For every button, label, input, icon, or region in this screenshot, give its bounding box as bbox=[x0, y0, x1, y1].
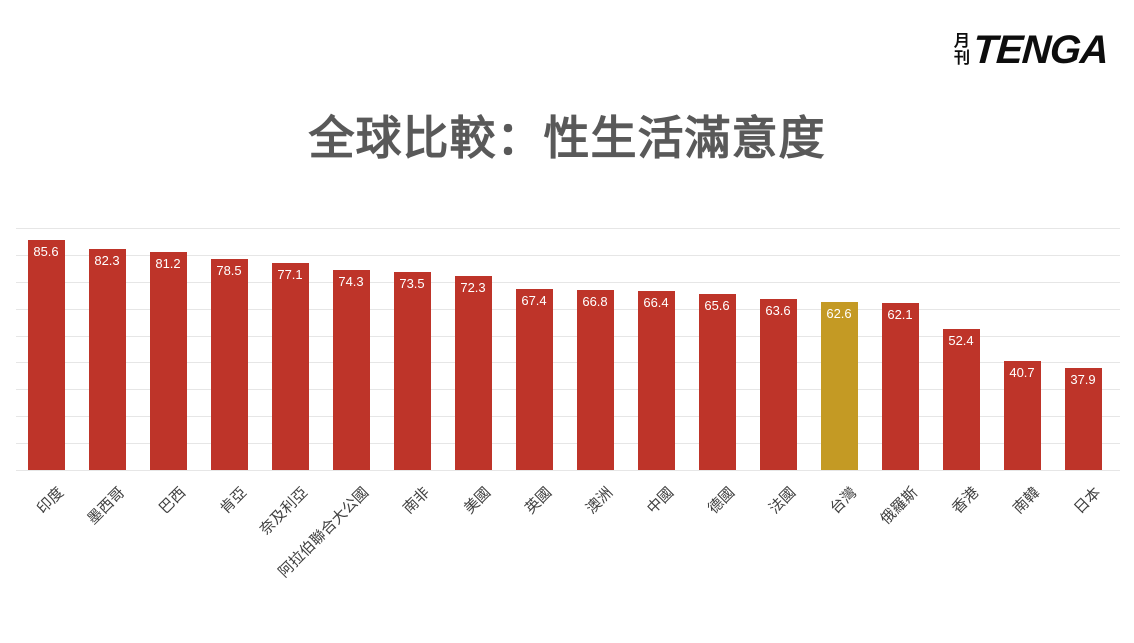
bar bbox=[515, 289, 553, 470]
gridline bbox=[16, 254, 1120, 256]
logo-prefix-top: 月 bbox=[953, 32, 970, 50]
category-label: 印度 bbox=[33, 484, 68, 518]
gridline bbox=[16, 416, 1120, 418]
category-label: 墨西哥 bbox=[84, 484, 129, 528]
category-label: 南韓 bbox=[1009, 484, 1044, 518]
bar bbox=[1003, 361, 1041, 470]
bar bbox=[576, 290, 614, 470]
gridline bbox=[16, 281, 1120, 283]
bar bbox=[454, 276, 492, 470]
bar-value-label: 52.4 bbox=[948, 333, 974, 348]
category-label: 美國 bbox=[460, 484, 495, 518]
bar-value-label: 62.6 bbox=[826, 306, 852, 321]
chart-title: 全球比較：性生活滿意度 bbox=[308, 112, 826, 164]
bar bbox=[271, 263, 309, 470]
gridline bbox=[16, 308, 1120, 310]
logo-prefix-bottom: 刊 bbox=[953, 49, 970, 67]
logo-brand-text: TENGA bbox=[971, 28, 1110, 72]
bar bbox=[881, 303, 919, 470]
category-label: 日本 bbox=[1070, 484, 1105, 518]
category-label: 中國 bbox=[643, 484, 678, 518]
category-label: 奈及利亞 bbox=[256, 484, 312, 539]
gridline bbox=[16, 443, 1120, 445]
bar-chart: 85.6 印度 82.3 墨西哥 81.2 巴西 78.5 肯亞 77.1 奈及利亞 74.3 阿拉伯… bbox=[0, 228, 1134, 581]
category-label: 南非 bbox=[399, 484, 434, 518]
bar bbox=[1064, 368, 1102, 470]
bar-value-label: 77.1 bbox=[277, 267, 303, 282]
bar-value-label: 73.5 bbox=[399, 276, 425, 291]
category-label: 澳洲 bbox=[582, 484, 617, 518]
bar bbox=[759, 299, 797, 470]
bar bbox=[942, 329, 980, 470]
bar-value-label: 85.6 bbox=[33, 244, 59, 259]
bar bbox=[393, 272, 431, 470]
category-label: 英國 bbox=[521, 484, 556, 518]
bar bbox=[820, 302, 858, 470]
bar-value-label: 67.4 bbox=[521, 293, 547, 308]
category-label: 台灣 bbox=[826, 484, 861, 518]
bar-value-label: 40.7 bbox=[1009, 365, 1035, 380]
bar-value-label: 74.3 bbox=[338, 274, 364, 289]
category-label: 德國 bbox=[704, 484, 739, 518]
bar-value-label: 62.1 bbox=[887, 307, 913, 322]
bar-value-label: 72.3 bbox=[460, 280, 486, 295]
bar bbox=[210, 259, 248, 470]
bar-value-label: 66.8 bbox=[582, 294, 608, 309]
bar bbox=[332, 270, 370, 470]
gridline bbox=[16, 335, 1120, 337]
logo-prefix: 月 刊 bbox=[953, 32, 970, 68]
category-label: 肯亞 bbox=[216, 484, 251, 518]
bar bbox=[637, 291, 675, 470]
bar-value-label: 37.9 bbox=[1070, 372, 1096, 387]
category-label: 香港 bbox=[948, 484, 983, 518]
category-label: 俄羅斯 bbox=[877, 484, 922, 528]
bar bbox=[698, 294, 736, 470]
category-label: 巴西 bbox=[155, 484, 190, 518]
gridline bbox=[16, 470, 1120, 471]
bar-value-label: 78.5 bbox=[216, 263, 242, 278]
bar bbox=[27, 240, 65, 470]
gridline bbox=[16, 228, 1120, 229]
bar bbox=[149, 252, 187, 470]
bar-value-label: 63.6 bbox=[765, 303, 791, 318]
bar bbox=[88, 249, 126, 470]
bar-value-label: 66.4 bbox=[643, 295, 669, 310]
gridline bbox=[16, 389, 1120, 391]
gridline bbox=[16, 362, 1120, 364]
category-label: 法國 bbox=[765, 484, 800, 518]
bar-value-label: 81.2 bbox=[155, 256, 181, 271]
bar-value-label: 82.3 bbox=[94, 253, 120, 268]
tenga-logo: 月 刊 TENGA bbox=[953, 28, 1110, 73]
bar-value-label: 65.6 bbox=[704, 298, 730, 313]
